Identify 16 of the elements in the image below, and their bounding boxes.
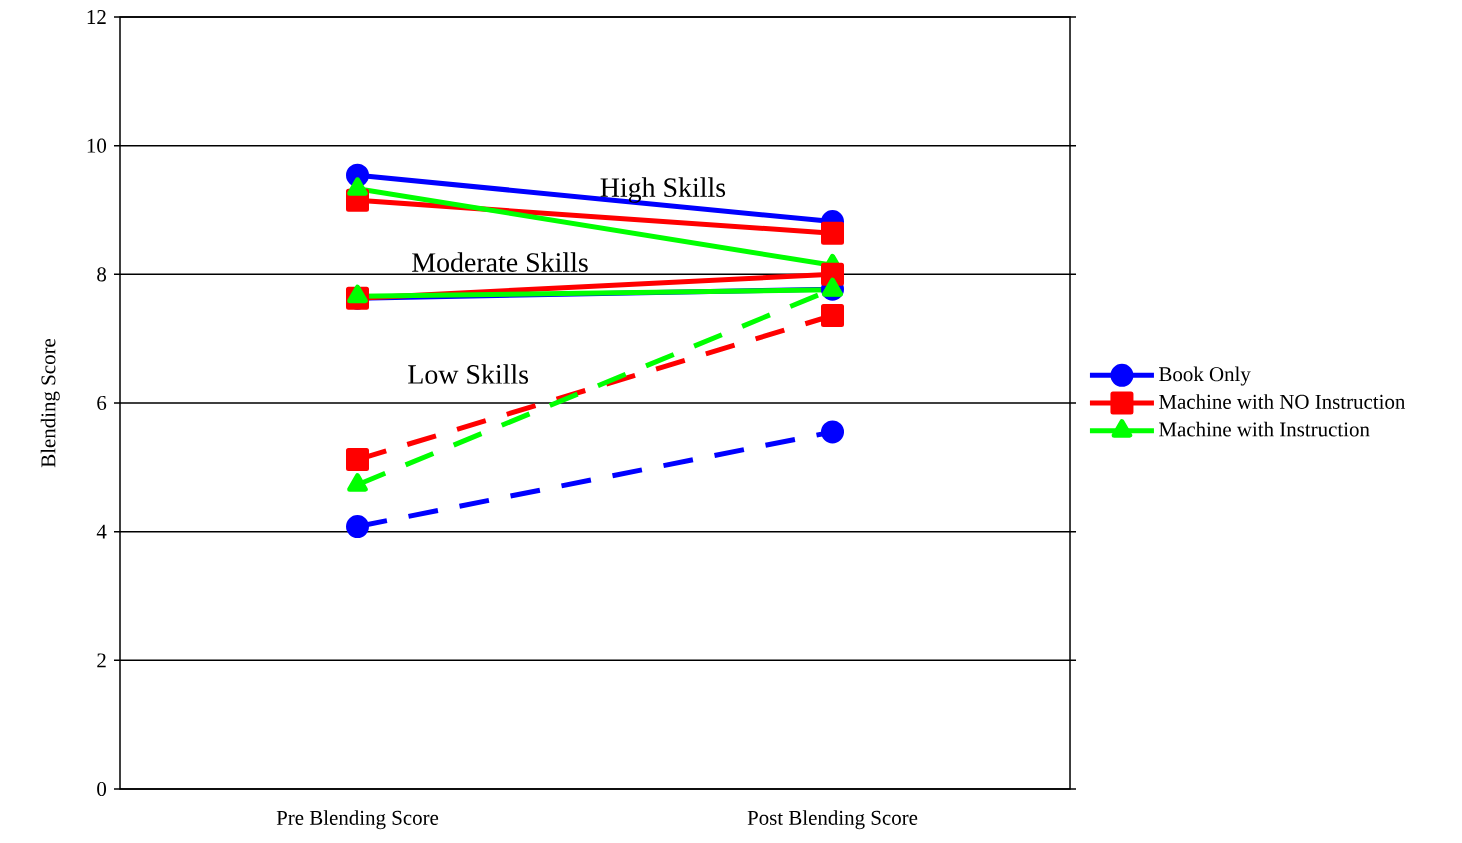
y-tick-label: 8 xyxy=(97,267,107,282)
y-tick-label: 4 xyxy=(96,524,107,539)
x-tick-label: Pre Blending Score xyxy=(276,810,439,830)
y-tick-label: 2 xyxy=(97,653,106,668)
y-tick-label: 10 xyxy=(87,138,107,153)
y-tick-label: 6 xyxy=(97,395,107,411)
annotation: Low Skills xyxy=(408,364,529,384)
y-tick-label: 12 xyxy=(87,10,106,24)
y-tick-label: 0 xyxy=(97,781,107,797)
annotation: Moderate Skills xyxy=(412,252,588,272)
annotation: High Skills xyxy=(600,177,726,203)
legend-label: Machine with Instruction xyxy=(1159,421,1370,437)
x-tick-label: Post Blending Score xyxy=(747,810,918,830)
y-axis-title: Blending Score xyxy=(40,338,60,468)
legend-label: Book Only xyxy=(1159,366,1251,386)
legend-label: Machine with NO Instruction xyxy=(1159,394,1406,409)
